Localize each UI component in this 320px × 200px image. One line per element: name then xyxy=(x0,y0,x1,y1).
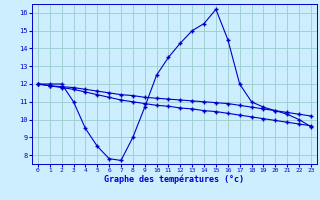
X-axis label: Graphe des températures (°c): Graphe des températures (°c) xyxy=(104,175,244,184)
